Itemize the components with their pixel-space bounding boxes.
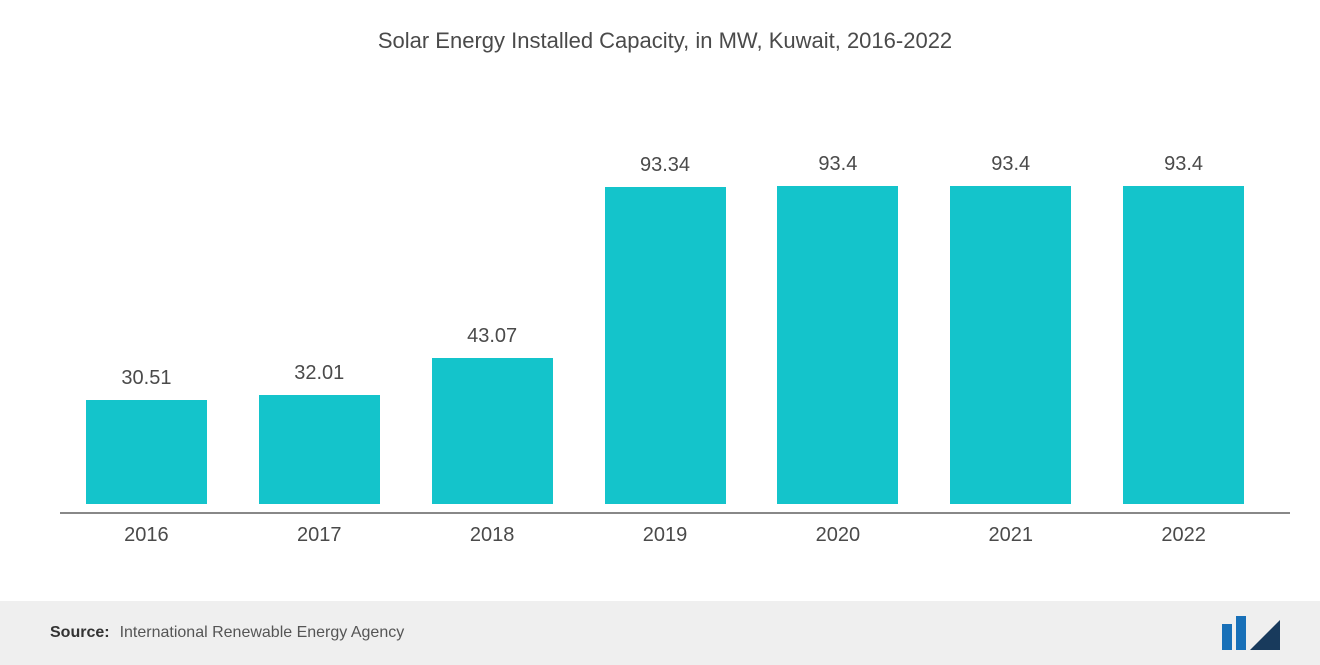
source-label: Source: [50, 624, 110, 642]
chart-container: Solar Energy Installed Capacity, in MW, … [0, 0, 1320, 665]
bar-rect [86, 400, 207, 504]
bar-group-2018: 43.07 [406, 104, 579, 504]
bar-rect [432, 358, 553, 504]
bar-group-2021: 93.4 [924, 104, 1097, 504]
brand-logo-icon [1222, 616, 1280, 650]
x-label: 2016 [60, 524, 233, 547]
source-text: International Renewable Energy Agency [120, 624, 405, 642]
x-axis-labels: 2016 2017 2018 2019 2020 2021 2022 [50, 514, 1280, 547]
bar-rect [1123, 186, 1244, 504]
bar-value-label: 43.07 [467, 325, 517, 348]
bar-value-label: 30.51 [121, 367, 171, 390]
bar-value-label: 32.01 [294, 362, 344, 385]
bar-value-label: 93.4 [1164, 153, 1203, 176]
chart-title: Solar Energy Installed Capacity, in MW, … [50, 28, 1280, 54]
x-label: 2018 [406, 524, 579, 547]
bar-value-label: 93.4 [991, 153, 1030, 176]
bar-rect [777, 186, 898, 504]
x-label: 2017 [233, 524, 406, 547]
x-label: 2019 [579, 524, 752, 547]
bar-group-2017: 32.01 [233, 104, 406, 504]
bar-value-label: 93.4 [818, 153, 857, 176]
bar-rect [950, 186, 1071, 504]
plot-area: 30.51 32.01 43.07 93.34 93.4 93.4 93.4 [50, 104, 1280, 504]
bar-group-2016: 30.51 [60, 104, 233, 504]
bar-group-2019: 93.34 [579, 104, 752, 504]
bar-value-label: 93.34 [640, 154, 690, 177]
bar-rect [605, 187, 726, 504]
x-label: 2020 [751, 524, 924, 547]
footer-bar: Source: International Renewable Energy A… [0, 601, 1320, 665]
bar-group-2022: 93.4 [1097, 104, 1270, 504]
x-label: 2021 [924, 524, 1097, 547]
x-label: 2022 [1097, 524, 1270, 547]
bar-rect [259, 395, 380, 504]
bar-group-2020: 93.4 [751, 104, 924, 504]
